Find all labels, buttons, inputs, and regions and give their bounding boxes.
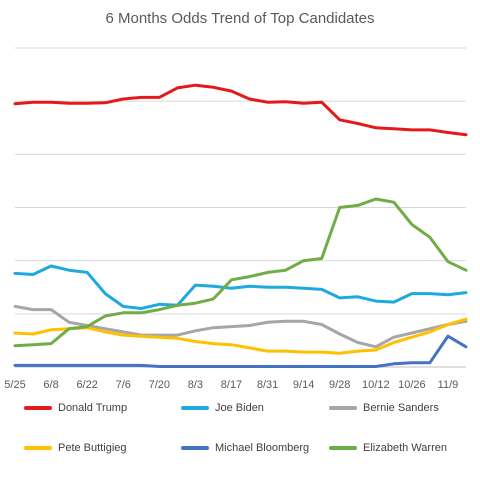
x-tick-label: 7/6: [116, 379, 131, 391]
series-line-joe-biden: [13, 264, 468, 310]
legend-label: Donald Trump: [58, 402, 128, 414]
legend-label: Bernie Sanders: [363, 402, 439, 414]
x-tick-label: 5/25: [4, 379, 25, 391]
legend-item: Joe Biden: [181, 398, 264, 418]
legend-item: Donald Trump: [24, 398, 127, 418]
chart-title: 6 Months Odds Trend of Top Candidates: [105, 10, 375, 27]
x-tick-label: 8/3: [188, 379, 203, 391]
legend-item: Elizabeth Warren: [329, 438, 447, 458]
legend-item: Pete Buttigieg: [24, 438, 127, 458]
x-tick-label: 10/12: [362, 379, 390, 391]
legend-item: Michael Bloomberg: [181, 438, 309, 458]
legend-swatch: [24, 406, 52, 410]
series-line-pete-buttigieg: [13, 317, 468, 355]
legend-swatch: [181, 446, 209, 450]
legend-swatch: [181, 406, 209, 410]
legend-label: Joe Biden: [215, 402, 264, 414]
legend-swatch: [329, 406, 357, 410]
series-line-donald-trump: [13, 83, 468, 137]
legend-label: Elizabeth Warren: [363, 442, 447, 454]
x-tick-label: 7/20: [149, 379, 170, 391]
legend-swatch: [329, 446, 357, 450]
legend-row-2: Pete Buttigieg Michael Bloomberg Elizabeth…: [0, 438, 480, 458]
x-tick-label: 11/9: [438, 379, 459, 391]
series-line-michael-bloomberg: [13, 334, 468, 368]
x-tick-label: 6/8: [43, 379, 58, 391]
x-tick-label: 8/17: [221, 379, 242, 391]
legend-label: Michael Bloomberg: [215, 442, 310, 454]
x-tick-label: 9/28: [329, 379, 350, 391]
x-tick-label: 6/22: [76, 379, 97, 391]
legend-label: Pete Buttigieg: [58, 442, 127, 454]
legend-row-1: Donald Trump Joe Biden Bernie Sanders: [0, 398, 480, 418]
x-tick-label: 10/26: [398, 379, 426, 391]
x-tick-label: 8/31: [257, 379, 278, 391]
legend-item: Bernie Sanders: [329, 398, 439, 418]
x-tick-label: 9/14: [293, 379, 314, 391]
series-line-elizabeth-warren: [13, 197, 468, 348]
legend-swatch: [24, 446, 52, 450]
